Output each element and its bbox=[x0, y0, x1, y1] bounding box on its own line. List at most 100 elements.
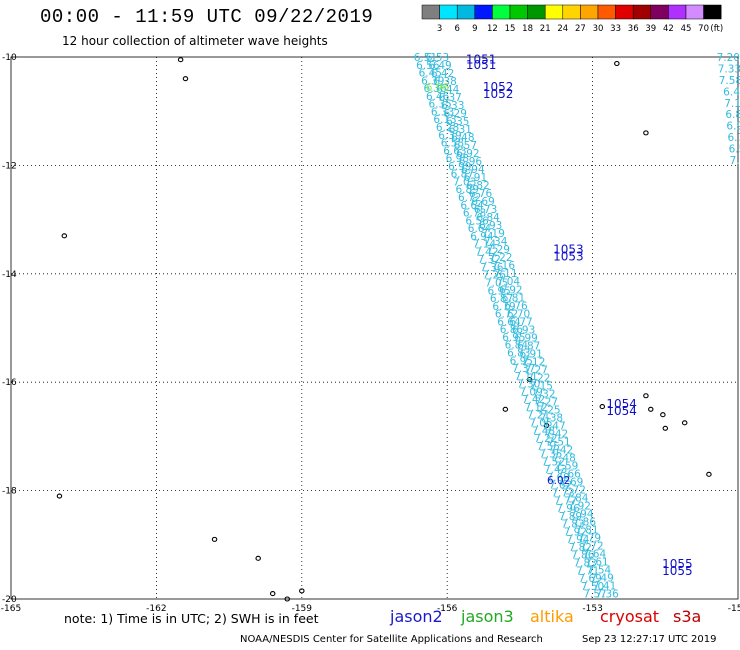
pass-number-label: 1052 bbox=[483, 80, 514, 94]
swh-value: 7.03 bbox=[453, 176, 476, 188]
swh-value: 7.32 bbox=[478, 254, 501, 266]
swh-value: 7.27 bbox=[535, 396, 558, 408]
swh-value: 7.52 bbox=[542, 456, 565, 468]
swh-value: 7.86 bbox=[571, 550, 595, 562]
swh-value: 6.95 bbox=[502, 332, 525, 344]
x-tick-label: -150 bbox=[728, 604, 740, 614]
swh-value: 7.81 bbox=[575, 525, 598, 537]
swh-value: 6.46 bbox=[426, 91, 450, 103]
swh-value: 7.86 bbox=[573, 517, 597, 529]
swh-value: 6.99 bbox=[514, 332, 537, 344]
swh-value: 6.56 bbox=[416, 60, 440, 72]
island-outline bbox=[502, 406, 509, 412]
swh-value: 7.26 bbox=[483, 270, 507, 282]
swh-value: 6.82 bbox=[466, 180, 489, 192]
color-scale-label: 70 bbox=[698, 24, 709, 34]
swh-value: 6.64 bbox=[460, 200, 484, 212]
island-outline bbox=[211, 536, 218, 542]
swh-value: 7.1 bbox=[724, 98, 740, 110]
swh-value: 6.95 bbox=[487, 285, 510, 297]
island-outline bbox=[614, 60, 620, 67]
island-outline bbox=[526, 376, 533, 383]
swh-value: 6.64 bbox=[468, 223, 492, 235]
swh-value: 6.87 bbox=[451, 169, 474, 181]
swh-value: 7.83 bbox=[561, 519, 584, 531]
swh-value: 6.36 bbox=[424, 83, 448, 95]
swh-value: 7.12 bbox=[524, 402, 547, 414]
island-outline bbox=[182, 76, 189, 82]
swh-value: 7.22 bbox=[489, 252, 512, 264]
pass-number-label: 1051 bbox=[466, 53, 497, 67]
x-tick-label: -165 bbox=[1, 604, 21, 614]
swh-value: 6.29 bbox=[444, 108, 467, 120]
swh-value: 6.56 bbox=[465, 215, 489, 227]
swh-value: 6.42 bbox=[431, 68, 454, 80]
swh-value: 7.43 bbox=[544, 464, 567, 476]
wave-height-map: -165 -162 -159 -156 -153 -150 -10 -12 -14 -16 -18 -… bbox=[1, 52, 740, 614]
swh-value: 7.57 bbox=[583, 589, 606, 601]
swh-value: 7.04 bbox=[497, 276, 521, 288]
color-scale-label: 12 bbox=[487, 24, 498, 34]
swh-value: 6.51 bbox=[414, 52, 437, 64]
swh-value: 6.57 bbox=[454, 140, 477, 152]
swh-value: 7.72 bbox=[580, 541, 603, 553]
swh-value: 6.35 bbox=[428, 99, 451, 111]
swh-value: 6.7 bbox=[727, 132, 740, 144]
swh-value: 7.69 bbox=[578, 573, 601, 585]
swh-value: 6.92 bbox=[499, 284, 522, 296]
y-tick-label: -18 bbox=[2, 487, 17, 497]
x-tick-label: -156 bbox=[437, 604, 458, 614]
swh-value: 7.92 bbox=[564, 526, 587, 538]
color-scale-label: 18 bbox=[522, 24, 533, 34]
island-outline bbox=[255, 555, 261, 561]
y-tick-label: -14 bbox=[2, 270, 17, 280]
swh-value: 6.35 bbox=[446, 116, 469, 128]
swh-value: 6.94 bbox=[470, 231, 494, 243]
swh-value: 7.0 bbox=[730, 155, 740, 167]
legend-jason2: jason2 bbox=[390, 607, 443, 626]
swh-value: 6.64 bbox=[497, 316, 521, 328]
swh-value-highlight: 6.96 bbox=[426, 82, 450, 94]
x-tick-label: -159 bbox=[292, 604, 313, 614]
swh-value: 6.77 bbox=[509, 316, 532, 328]
swh-value: 7.19 bbox=[482, 228, 505, 240]
swh-value: 6.76 bbox=[504, 300, 528, 312]
swh-value: 7.48 bbox=[532, 425, 555, 437]
color-scale-label: 36 bbox=[628, 24, 639, 34]
pass-number-label: 1054 bbox=[606, 397, 637, 411]
swh-value: 6.38 bbox=[433, 76, 456, 88]
color-scale-unit: (ft) bbox=[710, 24, 723, 34]
island-outline bbox=[61, 233, 68, 239]
swh-value: 7.84 bbox=[565, 492, 589, 504]
swh-value: 6.72 bbox=[458, 192, 481, 204]
swh-value: 6.63 bbox=[443, 145, 466, 157]
color-scale-label: 33 bbox=[610, 24, 621, 34]
swh-value: 7.47 bbox=[542, 420, 565, 432]
x-tick-label: -153 bbox=[582, 604, 602, 614]
color-scale-legend: 3 6 9 12 15 18 21 24 27 30 33 36 39 42 45 70 (ft) bbox=[421, 4, 723, 34]
swh-value: 7.38 bbox=[540, 412, 563, 424]
swh-value: 6.86 bbox=[500, 324, 524, 336]
swh-value: 6.95 bbox=[510, 355, 533, 367]
swh-value: 6.4 bbox=[723, 86, 740, 98]
swh-value: 6.96 bbox=[459, 156, 483, 168]
swh-value: 6.53 bbox=[426, 52, 449, 64]
swh-value: 7.15 bbox=[530, 380, 553, 392]
swh-value: 7.25 bbox=[537, 404, 560, 416]
pass-number-label: 1052 bbox=[483, 87, 514, 101]
swh-value: 7.96 bbox=[556, 503, 580, 515]
swh-value: 6.72 bbox=[495, 309, 518, 321]
swh-value: 6.87 bbox=[490, 293, 513, 305]
swh-value: 6.81 bbox=[502, 292, 525, 304]
swh-value: 7.34 bbox=[484, 236, 508, 248]
swh-value: 7.20 bbox=[717, 52, 740, 64]
swh-value: 6.45 bbox=[419, 68, 442, 80]
swh-value: 7.69 bbox=[560, 476, 583, 488]
swh-value: 6.78 bbox=[463, 208, 486, 220]
island-outline bbox=[643, 393, 649, 399]
swh-value: 7.11 bbox=[494, 268, 517, 280]
swh-value: 6.49 bbox=[428, 60, 451, 72]
swh-value: 6.84 bbox=[476, 212, 500, 224]
swh-value: 7.12 bbox=[522, 356, 545, 368]
color-scale-label: 27 bbox=[575, 24, 586, 34]
